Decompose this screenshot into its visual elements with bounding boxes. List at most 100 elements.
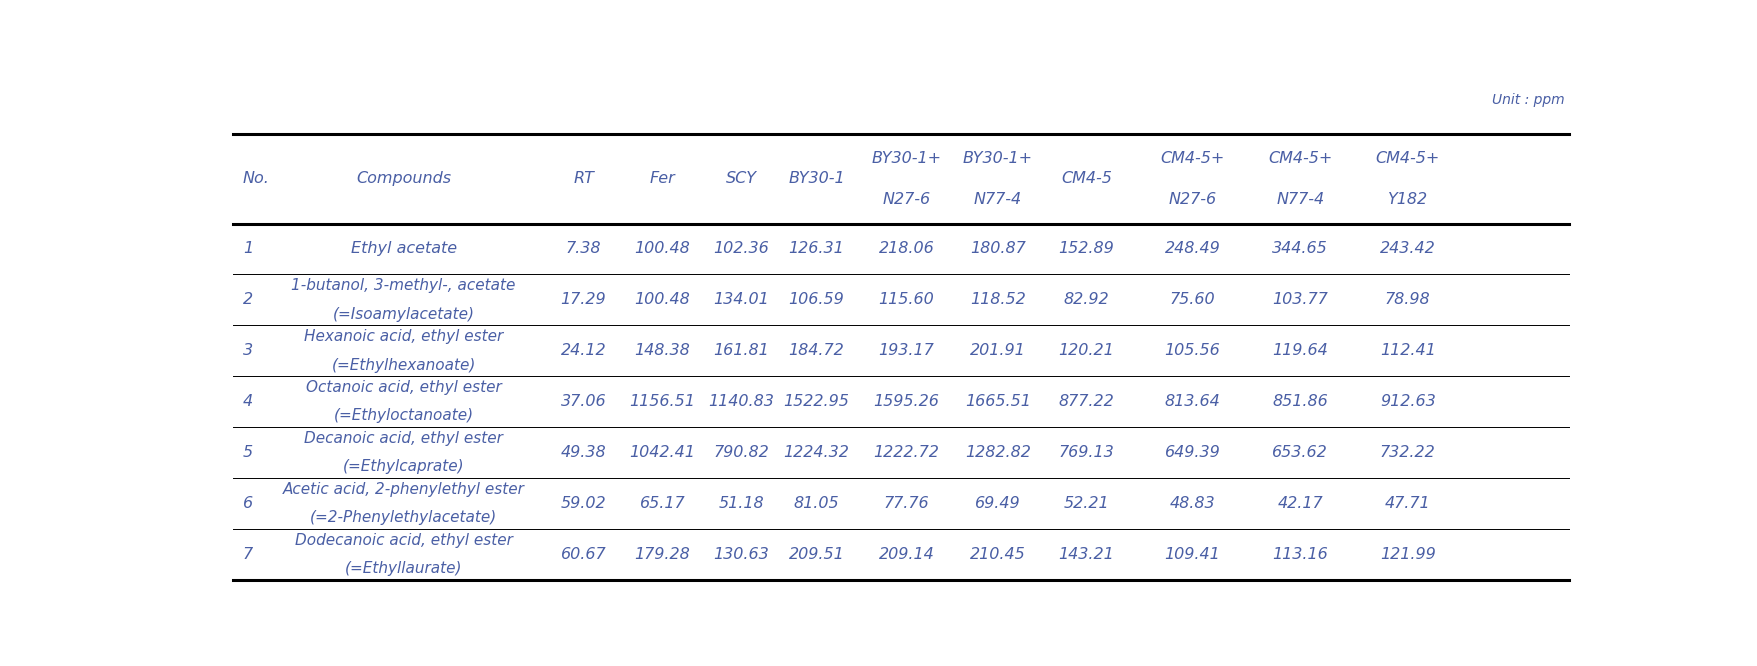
Text: N27-6: N27-6 <box>1168 192 1216 206</box>
Text: 877.22: 877.22 <box>1058 394 1114 409</box>
Text: 6: 6 <box>242 496 253 511</box>
Text: 37.06: 37.06 <box>560 394 606 409</box>
Text: 201.91: 201.91 <box>970 343 1024 358</box>
Text: 1140.83: 1140.83 <box>708 394 775 409</box>
Text: No.: No. <box>242 171 269 186</box>
Text: 60.67: 60.67 <box>560 547 606 562</box>
Text: 851.86: 851.86 <box>1272 394 1327 409</box>
Text: 209.51: 209.51 <box>789 547 843 562</box>
Text: 103.77: 103.77 <box>1272 292 1327 308</box>
Text: 210.45: 210.45 <box>970 547 1024 562</box>
Text: 24.12: 24.12 <box>560 343 606 358</box>
Text: 7.38: 7.38 <box>566 242 601 256</box>
Text: Acetic acid, 2-phenylethyl ester: Acetic acid, 2-phenylethyl ester <box>283 482 524 497</box>
Text: 119.64: 119.64 <box>1272 343 1327 358</box>
Text: 1222.72: 1222.72 <box>873 445 938 460</box>
Text: 42.17: 42.17 <box>1277 496 1323 511</box>
Text: 1595.26: 1595.26 <box>873 394 938 409</box>
Text: 732.22: 732.22 <box>1379 445 1435 460</box>
Text: 180.87: 180.87 <box>970 242 1024 256</box>
Text: SCY: SCY <box>726 171 757 186</box>
Text: 126.31: 126.31 <box>789 242 843 256</box>
Text: 120.21: 120.21 <box>1058 343 1114 358</box>
Text: (=2-Phenylethylacetate): (=2-Phenylethylacetate) <box>309 510 497 525</box>
Text: CM4-5+: CM4-5+ <box>1267 151 1332 166</box>
Text: 243.42: 243.42 <box>1379 242 1435 256</box>
Text: 106.59: 106.59 <box>789 292 843 308</box>
Text: 100.48: 100.48 <box>634 292 691 308</box>
Text: CM4-5+: CM4-5+ <box>1376 151 1439 166</box>
Text: 653.62: 653.62 <box>1272 445 1327 460</box>
Text: 48.83: 48.83 <box>1168 496 1214 511</box>
Text: 152.89: 152.89 <box>1058 242 1114 256</box>
Text: 4: 4 <box>242 394 253 409</box>
Text: 790.82: 790.82 <box>713 445 770 460</box>
Text: 77.76: 77.76 <box>884 496 929 511</box>
Text: 3: 3 <box>242 343 253 358</box>
Text: 78.98: 78.98 <box>1385 292 1430 308</box>
Text: 49.38: 49.38 <box>560 445 606 460</box>
Text: 179.28: 179.28 <box>634 547 691 562</box>
Text: 82.92: 82.92 <box>1063 292 1109 308</box>
Text: 100.48: 100.48 <box>634 242 691 256</box>
Text: 7: 7 <box>242 547 253 562</box>
Text: N77-4: N77-4 <box>1276 192 1323 206</box>
Text: Hexanoic acid, ethyl ester: Hexanoic acid, ethyl ester <box>304 329 503 344</box>
Text: 1156.51: 1156.51 <box>629 394 696 409</box>
Text: CM4-5+: CM4-5+ <box>1160 151 1225 166</box>
Text: 1282.82: 1282.82 <box>965 445 1030 460</box>
Text: Unit : ppm: Unit : ppm <box>1492 93 1564 107</box>
Text: 59.02: 59.02 <box>560 496 606 511</box>
Text: (=Isoamylacetate): (=Isoamylacetate) <box>332 306 474 322</box>
Text: Fer: Fer <box>650 171 675 186</box>
Text: 344.65: 344.65 <box>1272 242 1327 256</box>
Text: 75.60: 75.60 <box>1168 292 1214 308</box>
Text: BY30-1: BY30-1 <box>787 171 845 186</box>
Text: 161.81: 161.81 <box>713 343 770 358</box>
Text: 102.36: 102.36 <box>713 242 770 256</box>
Text: 130.63: 130.63 <box>713 547 770 562</box>
Text: 134.01: 134.01 <box>713 292 770 308</box>
Text: Ethyl acetate: Ethyl acetate <box>350 242 457 256</box>
Text: 5: 5 <box>242 445 253 460</box>
Text: Dodecanoic acid, ethyl ester: Dodecanoic acid, ethyl ester <box>295 533 513 547</box>
Text: N77-4: N77-4 <box>973 192 1021 206</box>
Text: 112.41: 112.41 <box>1379 343 1435 358</box>
Text: 912.63: 912.63 <box>1379 394 1435 409</box>
Text: 2: 2 <box>242 292 253 308</box>
Text: 184.72: 184.72 <box>789 343 843 358</box>
Text: 1: 1 <box>242 242 253 256</box>
Text: RT: RT <box>573 171 594 186</box>
Text: 65.17: 65.17 <box>640 496 685 511</box>
Text: 1-butanol, 3-methyl-, acetate: 1-butanol, 3-methyl-, acetate <box>292 278 515 293</box>
Text: 17.29: 17.29 <box>560 292 606 308</box>
Text: 51.18: 51.18 <box>719 496 764 511</box>
Text: Decanoic acid, ethyl ester: Decanoic acid, ethyl ester <box>304 431 503 446</box>
Text: 218.06: 218.06 <box>878 242 933 256</box>
Text: 52.21: 52.21 <box>1063 496 1109 511</box>
Text: (=Ethyloctanoate): (=Ethyloctanoate) <box>334 408 473 424</box>
Text: 81.05: 81.05 <box>792 496 838 511</box>
Text: 69.49: 69.49 <box>975 496 1021 511</box>
Text: 1042.41: 1042.41 <box>629 445 696 460</box>
Text: 109.41: 109.41 <box>1163 547 1219 562</box>
Text: BY30-1+: BY30-1+ <box>963 151 1031 166</box>
Text: 118.52: 118.52 <box>970 292 1024 308</box>
Text: 113.16: 113.16 <box>1272 547 1327 562</box>
Text: 1665.51: 1665.51 <box>965 394 1030 409</box>
Text: 1522.95: 1522.95 <box>784 394 849 409</box>
Text: 209.14: 209.14 <box>878 547 933 562</box>
Text: Y182: Y182 <box>1386 192 1427 206</box>
Text: 1224.32: 1224.32 <box>784 445 849 460</box>
Text: N27-6: N27-6 <box>882 192 929 206</box>
Text: (=Ethylhexanoate): (=Ethylhexanoate) <box>332 358 476 372</box>
Text: 813.64: 813.64 <box>1163 394 1219 409</box>
Text: Compounds: Compounds <box>357 171 452 186</box>
Text: 143.21: 143.21 <box>1058 547 1114 562</box>
Text: 193.17: 193.17 <box>878 343 933 358</box>
Text: 649.39: 649.39 <box>1163 445 1219 460</box>
Text: 121.99: 121.99 <box>1379 547 1435 562</box>
Text: 248.49: 248.49 <box>1163 242 1219 256</box>
Text: (=Ethylcaprate): (=Ethylcaprate) <box>343 460 464 474</box>
Text: 769.13: 769.13 <box>1058 445 1114 460</box>
